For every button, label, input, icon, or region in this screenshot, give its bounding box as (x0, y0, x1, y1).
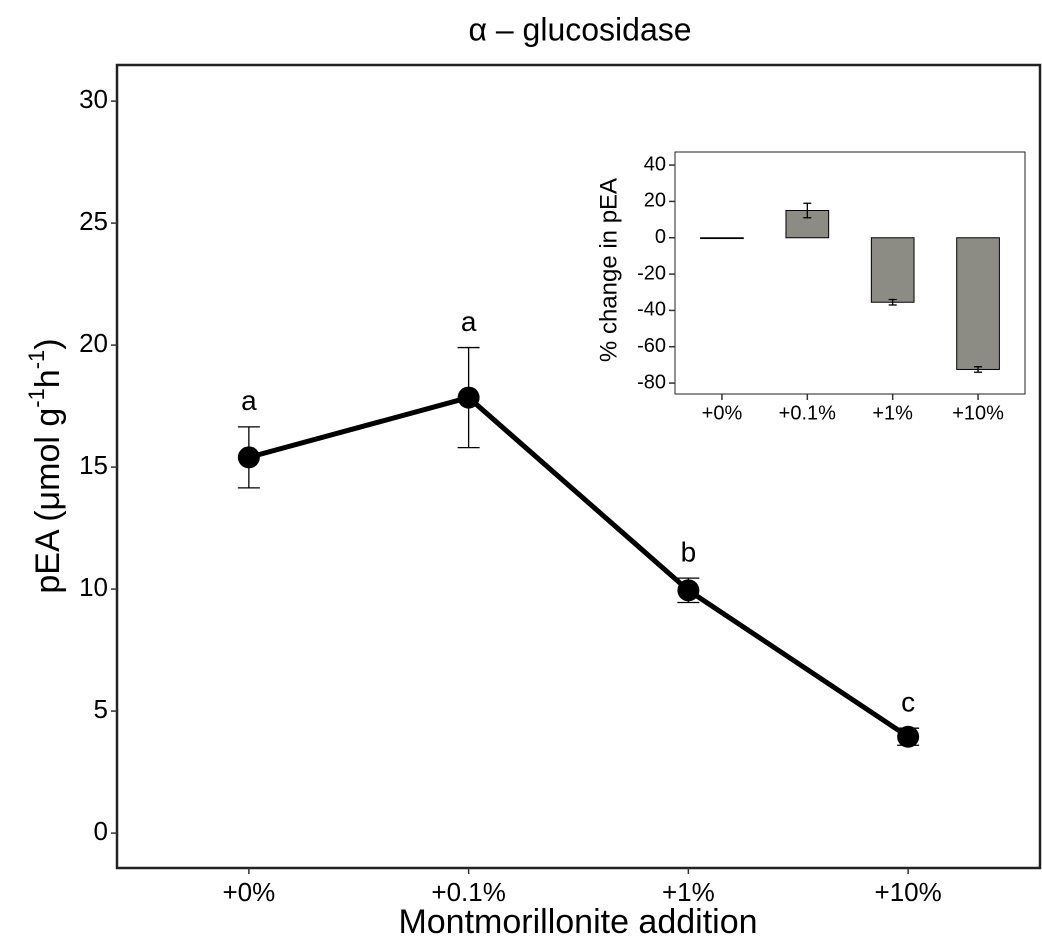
y-label-part: h (29, 369, 67, 388)
y-label-part: pEA (μmol g (29, 408, 67, 594)
x-tick-label: +0% (702, 402, 743, 424)
plot-border (674, 151, 1026, 395)
y-tick-label: -60 (637, 335, 666, 357)
x-axis-title: Montmorillonite addition (398, 903, 757, 941)
y-tick-label: -20 (637, 262, 666, 284)
inset-y-axis-title: % change in pEA (595, 178, 622, 362)
point (897, 725, 920, 748)
x-tick-label: +10% (952, 402, 1004, 424)
point (457, 386, 480, 409)
annotation: b (681, 537, 697, 568)
bar (700, 237, 744, 240)
y-tick-label: 20 (644, 190, 666, 212)
x-tick-label: +10% (875, 877, 942, 907)
x-tick-label: +0% (222, 877, 275, 907)
y-tick-label: 5 (94, 694, 108, 724)
y-tick-label: -40 (637, 299, 666, 321)
x-tick-label: +0.1% (431, 877, 505, 907)
y-tick-label: 15 (79, 450, 108, 480)
annotation: a (241, 385, 257, 416)
y-axis-title: pEA (μmol g-1h-1) (24, 338, 67, 593)
line (248, 394, 910, 739)
point (677, 579, 700, 602)
x-tick-label: +1% (872, 402, 913, 424)
x-tick-label: +0.1% (779, 402, 836, 424)
x-tick-label: +1% (662, 877, 715, 907)
y-tick-label: 20 (79, 328, 108, 358)
chart-title: α – glucosidase (468, 11, 691, 47)
y-label-sup: -1 (24, 350, 49, 370)
y-tick-label: 40 (644, 153, 666, 175)
bar (870, 237, 915, 303)
y-tick-label: 10 (79, 572, 108, 602)
y-label-sup: -1 (24, 388, 49, 408)
plot-border (115, 63, 1042, 870)
point (237, 446, 260, 469)
y-tick-label: 25 (79, 206, 108, 236)
y-tick-label: 0 (94, 816, 108, 846)
annotation: a (461, 306, 477, 337)
y-tick-label: 0 (655, 226, 666, 248)
bar (956, 237, 1000, 370)
y-label-part: ) (29, 338, 67, 349)
y-tick-label: 30 (79, 84, 108, 114)
y-tick-label: -80 (637, 371, 666, 393)
annotation: c (901, 687, 915, 718)
